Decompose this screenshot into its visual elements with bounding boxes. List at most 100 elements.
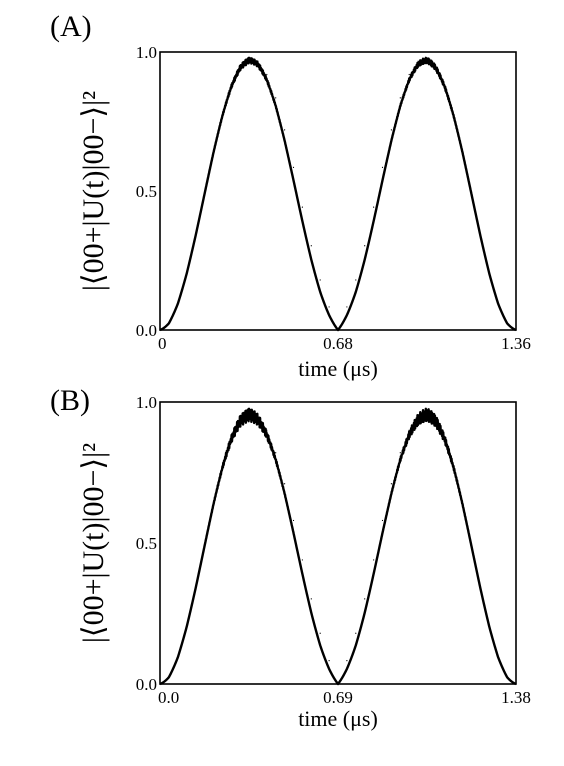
data-point-b-21 [346,659,348,662]
data-point-a-37 [488,272,490,275]
data-point-b-4 [195,588,197,590]
x-tick-labels-b: 0.0 0.69 1.38 [158,688,531,707]
data-point-a-28 [408,73,410,76]
data-point-b-7 [221,468,223,470]
data-point-b-8 [230,438,232,440]
data-point-b-17 [310,598,312,600]
data-point-a-20 [337,329,339,331]
data-point-a-35 [470,194,473,196]
data-point-a-3 [186,272,188,275]
y-tick-label-b-0: 0.0 [136,675,157,694]
data-point-b-26 [390,483,392,485]
data-point-a-23 [364,245,366,247]
y-tick-label-a-2: 1.0 [136,43,157,62]
data-point-b-40 [515,683,517,685]
panel-b: (B) 0.0 0.5 1.0 0.0 0.69 1.38 time (μs) |⟨00… [50,384,531,731]
y-axis-label-a: |⟨00+|U(t)|00−⟩|² [77,91,110,291]
data-point-b-14 [284,483,286,485]
data-point-a-8 [230,88,232,90]
x-tick-label-b-2: 1.38 [501,688,531,707]
data-point-b-9 [239,418,241,420]
data-point-b-23 [364,598,366,600]
data-point-a-38 [497,303,499,305]
data-point-b-6 [212,505,214,507]
x-tick-labels-a: 0 0.68 1.36 [158,334,531,353]
y-tick-label-a-0: 0.0 [136,321,157,340]
data-point-b-33 [453,468,455,470]
y-tick-labels-b: 0.0 0.5 1.0 [136,393,157,694]
data-point-b-32 [444,438,446,440]
data-point-b-16 [301,559,303,561]
series-line-b-0 [159,407,517,686]
data-point-b-39 [506,676,508,678]
data-point-a-34 [462,153,464,156]
data-point-b-35 [470,546,473,548]
data-point-b-19 [328,659,330,662]
curve-layer-a [159,56,517,332]
x-tick-label-a-2: 1.36 [501,334,531,353]
data-point-a-12 [266,73,268,76]
x-axis-label-a: time (μs) [298,356,378,381]
data-point-a-4 [195,235,197,237]
plot-frame-a [159,51,517,331]
data-point-a-18 [319,279,321,281]
data-point-a-39 [506,322,508,324]
data-point-b-13 [275,452,277,454]
plot-frame-b [159,401,517,685]
data-point-a-2 [177,303,179,305]
data-point-b-30 [426,409,428,412]
data-point-a-31 [435,67,437,69]
data-point-b-29 [417,414,419,417]
data-point-a-9 [239,67,241,69]
x-tick-label-a-1: 0.68 [323,334,353,353]
data-point-a-15 [292,166,295,168]
data-point-a-33 [453,117,455,120]
curve-layer-b [159,407,517,686]
data-point-b-31 [435,418,437,420]
data-point-b-37 [488,626,490,628]
data-point-a-27 [399,97,401,99]
data-point-b-5 [203,546,206,548]
data-point-b-15 [292,519,295,522]
y-tick-labels-a: 0.0 0.5 1.0 [136,43,157,340]
data-point-b-27 [399,452,401,454]
data-point-a-10 [248,58,250,60]
data-point-b-38 [497,656,499,659]
data-point-a-30 [426,58,428,60]
y-axis-label-b: |⟨00+|U(t)|00−⟩|² [77,443,110,643]
data-point-a-13 [275,97,277,99]
data-point-a-32 [444,88,446,90]
data-point-b-12 [266,429,268,431]
x-tick-label-a-0: 0 [158,334,167,353]
panel-label-a: (A) [50,10,92,43]
data-point-b-1 [168,676,170,678]
series-line-a-0 [159,56,517,332]
data-point-a-16 [301,206,303,208]
data-point-a-6 [212,153,214,156]
data-point-a-21 [346,306,348,308]
data-point-b-2 [177,656,179,659]
data-point-a-29 [417,60,419,62]
y-tick-label-a-1: 0.5 [136,182,157,201]
data-point-b-24 [373,559,375,561]
data-point-b-20 [337,683,339,685]
panel-label-b: (B) [50,384,90,417]
data-point-b-36 [479,588,481,590]
data-point-b-3 [186,626,188,628]
data-point-b-25 [381,519,384,522]
data-point-b-22 [355,632,357,634]
x-tick-label-b-0: 0.0 [158,688,179,707]
panel-a: (A) 0.0 0.5 1.0 0 0.68 1.36 time (μs) |⟨00+|… [50,10,531,381]
data-point-b-18 [319,632,321,634]
x-axis-label-b: time (μs) [298,706,378,731]
data-point-a-40 [515,329,517,331]
data-point-a-25 [381,166,384,168]
data-point-a-14 [284,129,286,131]
data-point-a-1 [168,322,170,324]
data-point-a-36 [479,235,481,237]
data-point-b-11 [257,414,259,417]
data-point-a-19 [328,306,330,308]
data-point-a-22 [355,279,357,281]
x-tick-label-b-1: 0.69 [323,688,353,707]
